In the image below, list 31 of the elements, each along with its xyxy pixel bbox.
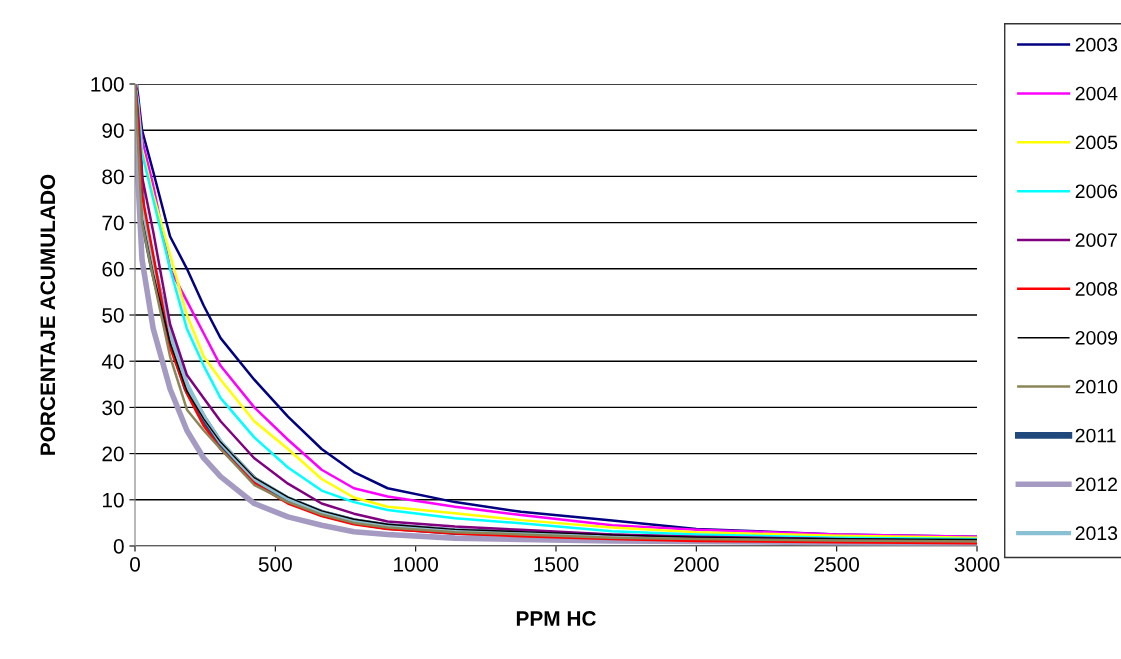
legend-label: 2007 bbox=[1075, 233, 1117, 248]
y-tick-label: 90 bbox=[102, 123, 124, 138]
legend-label: 2006 bbox=[1075, 184, 1118, 199]
legend-label: 2005 bbox=[1075, 135, 1118, 150]
legend-label: 2003 bbox=[1075, 37, 1118, 52]
y-tick-label: 10 bbox=[103, 492, 124, 508]
y-tick-label: 30 bbox=[102, 400, 124, 416]
legend-label: 2009 bbox=[1075, 330, 1118, 345]
x-tick-label: 0 bbox=[130, 556, 140, 572]
y-tick-label: 0 bbox=[113, 539, 124, 554]
legend-label: 2004 bbox=[1075, 86, 1118, 101]
legend-label: 2010 bbox=[1075, 379, 1118, 394]
y-tick-label: 50 bbox=[102, 308, 124, 323]
y-tick-label: 100 bbox=[91, 77, 124, 92]
legend-label: 2008 bbox=[1075, 282, 1118, 296]
y-tick-label: 20 bbox=[102, 446, 124, 462]
x-tick-label: 3000 bbox=[954, 556, 1000, 572]
x-tick-label: 1500 bbox=[534, 556, 579, 572]
x-tick-label: 500 bbox=[258, 556, 292, 572]
x-tick-label: 1000 bbox=[394, 556, 439, 572]
legend-label: 2013 bbox=[1075, 526, 1118, 541]
y-tick-label: 40 bbox=[101, 354, 124, 369]
x-tick-label: 2000 bbox=[674, 556, 719, 572]
legend-label: 2012 bbox=[1075, 477, 1117, 492]
x-tick-label: 2500 bbox=[814, 556, 860, 572]
y-axis-title: PORCENTAJE ACUMULADO bbox=[40, 174, 56, 455]
y-tick-label: 60 bbox=[102, 261, 124, 277]
y-tick-label: 70 bbox=[102, 215, 124, 231]
x-axis-title: PPM HC bbox=[516, 611, 596, 626]
y-tick-label: 80 bbox=[102, 169, 124, 185]
legend-label: 2011 bbox=[1075, 428, 1116, 443]
